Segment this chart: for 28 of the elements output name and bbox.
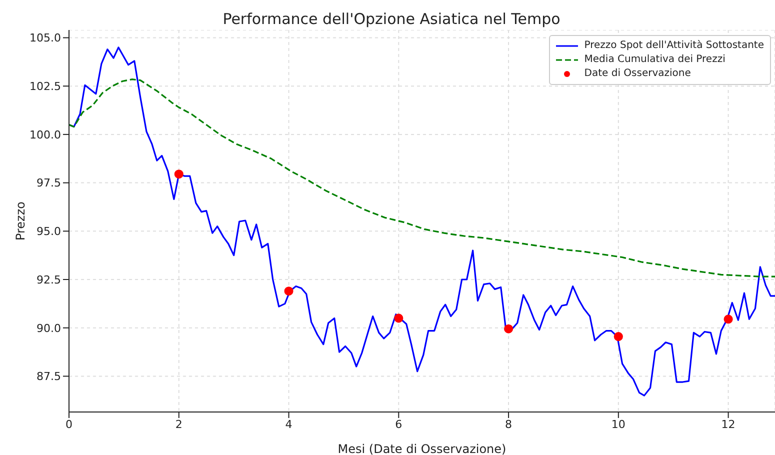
line-series — [69, 78, 775, 278]
y-tick-label: 95.0 — [36, 225, 61, 238]
y-tick-label: 100.0 — [30, 128, 61, 142]
y-tick-label: 105.0 — [30, 32, 61, 45]
y-tick-label: 102.5 — [30, 80, 61, 93]
x-tick-label: 2 — [175, 418, 182, 431]
x-tick-label: 6 — [395, 418, 402, 431]
y-tick-label: 90.0 — [36, 322, 61, 335]
point — [724, 314, 733, 324]
legend-label: Media Cumulativa dei Prezzi — [584, 53, 726, 67]
point — [504, 324, 514, 334]
y-tick-label: 92.5 — [36, 273, 61, 286]
legend-label: Prezzo Spot dell'Attività Sottostante — [584, 39, 764, 53]
y-tick-label: 87.5 — [36, 370, 61, 384]
y-axis-title: Prezzo — [13, 201, 28, 241]
x-tick-label: 12 — [721, 418, 736, 431]
x-axis-title: Mesi (Date di Osservazione) — [338, 442, 506, 455]
y-tick-label: 97.5 — [36, 176, 61, 190]
point — [174, 170, 184, 179]
point — [614, 332, 623, 342]
x-tick-label: 4 — [285, 418, 292, 431]
legend-label: Date di Osservazione — [584, 67, 691, 81]
x-tick-label: 8 — [505, 418, 512, 431]
point — [284, 286, 294, 296]
x-tick-label: 0 — [66, 418, 72, 431]
x-tick-label: 10 — [611, 418, 626, 431]
point — [394, 314, 404, 323]
chart-title: Performance dell'Opzione Asiatica nel Tempo — [222, 9, 562, 30]
